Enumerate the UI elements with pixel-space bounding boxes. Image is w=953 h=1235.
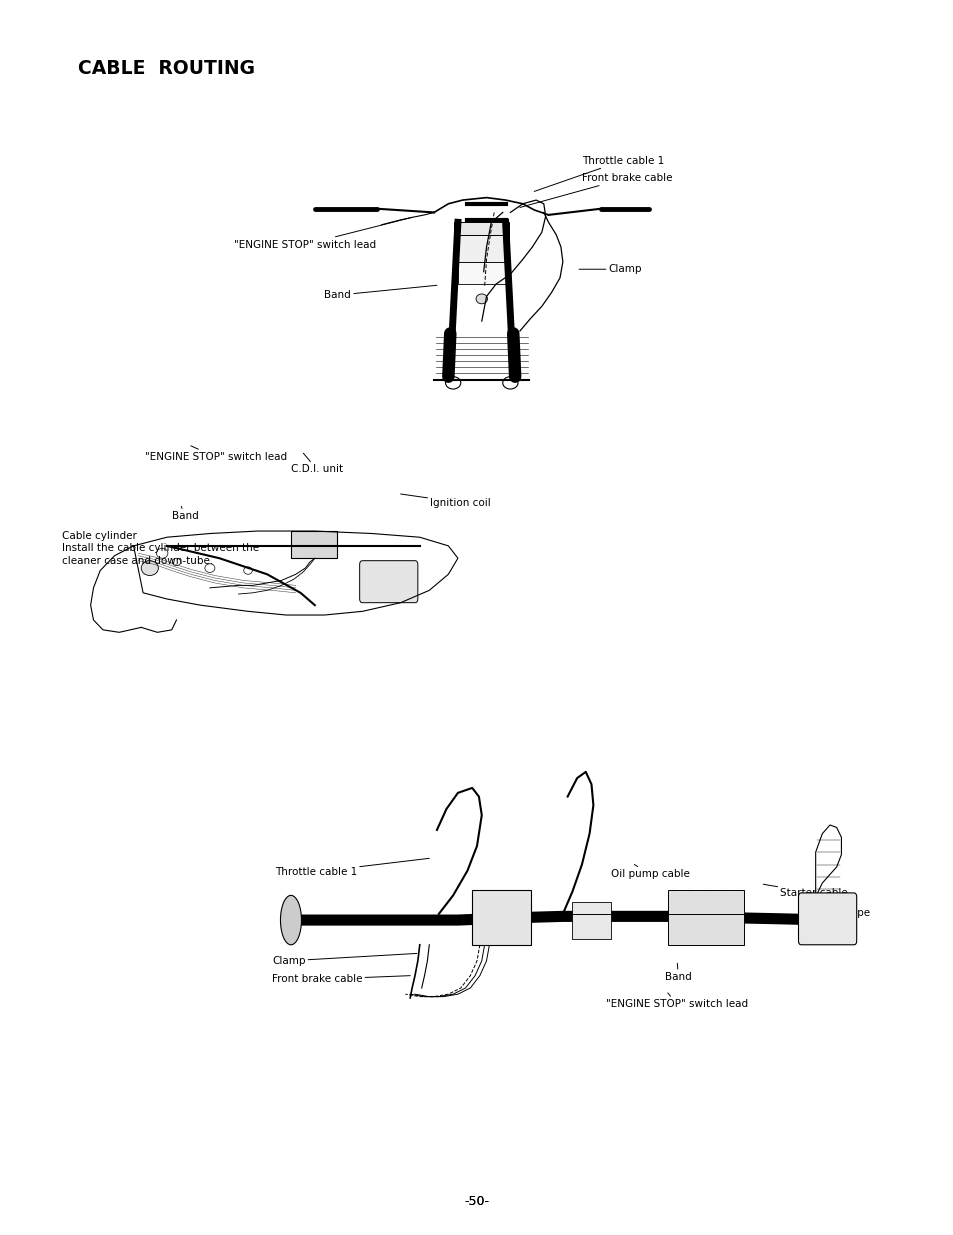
FancyBboxPatch shape xyxy=(359,561,417,603)
FancyBboxPatch shape xyxy=(291,531,336,558)
Text: Band: Band xyxy=(664,963,691,982)
FancyBboxPatch shape xyxy=(457,262,505,284)
Text: "ENGINE STOP" switch lead: "ENGINE STOP" switch lead xyxy=(605,993,747,1009)
FancyBboxPatch shape xyxy=(454,222,509,235)
Text: Ignition coil: Ignition coil xyxy=(400,494,491,508)
Text: "ENGINE STOP" switch lead: "ENGINE STOP" switch lead xyxy=(145,446,287,462)
Text: C.D.I. unit: C.D.I. unit xyxy=(291,453,343,474)
Text: Oil pipe: Oil pipe xyxy=(798,902,869,918)
FancyBboxPatch shape xyxy=(798,893,856,945)
Text: Clamp: Clamp xyxy=(272,953,416,966)
Ellipse shape xyxy=(280,895,301,945)
Text: Clamp: Clamp xyxy=(578,264,641,274)
Text: Front brake cable: Front brake cable xyxy=(519,173,672,207)
Text: Band: Band xyxy=(324,285,436,300)
FancyBboxPatch shape xyxy=(572,902,610,939)
Ellipse shape xyxy=(476,294,487,304)
Text: Throttle cable 1: Throttle cable 1 xyxy=(274,858,429,877)
Ellipse shape xyxy=(141,561,158,576)
Text: Install the cable cylinder between the: Install the cable cylinder between the xyxy=(62,543,259,553)
Text: Starter cable: Starter cable xyxy=(762,884,847,898)
Text: "ENGINE STOP" switch lead: "ENGINE STOP" switch lead xyxy=(233,217,412,249)
Text: Throttle cable 1: Throttle cable 1 xyxy=(534,156,663,191)
Text: -50-: -50- xyxy=(464,1195,489,1208)
Text: Oil pump cable: Oil pump cable xyxy=(610,864,689,879)
Text: -50-: -50- xyxy=(464,1195,489,1208)
FancyBboxPatch shape xyxy=(667,890,743,945)
Text: CABLE  ROUTING: CABLE ROUTING xyxy=(78,59,255,78)
Text: Front brake cable: Front brake cable xyxy=(272,974,410,984)
FancyBboxPatch shape xyxy=(472,890,531,945)
FancyBboxPatch shape xyxy=(454,235,509,262)
Text: Cable cylinder: Cable cylinder xyxy=(62,531,136,541)
Text: Band: Band xyxy=(172,506,198,521)
Text: cleaner case and down-tube.: cleaner case and down-tube. xyxy=(62,556,213,566)
